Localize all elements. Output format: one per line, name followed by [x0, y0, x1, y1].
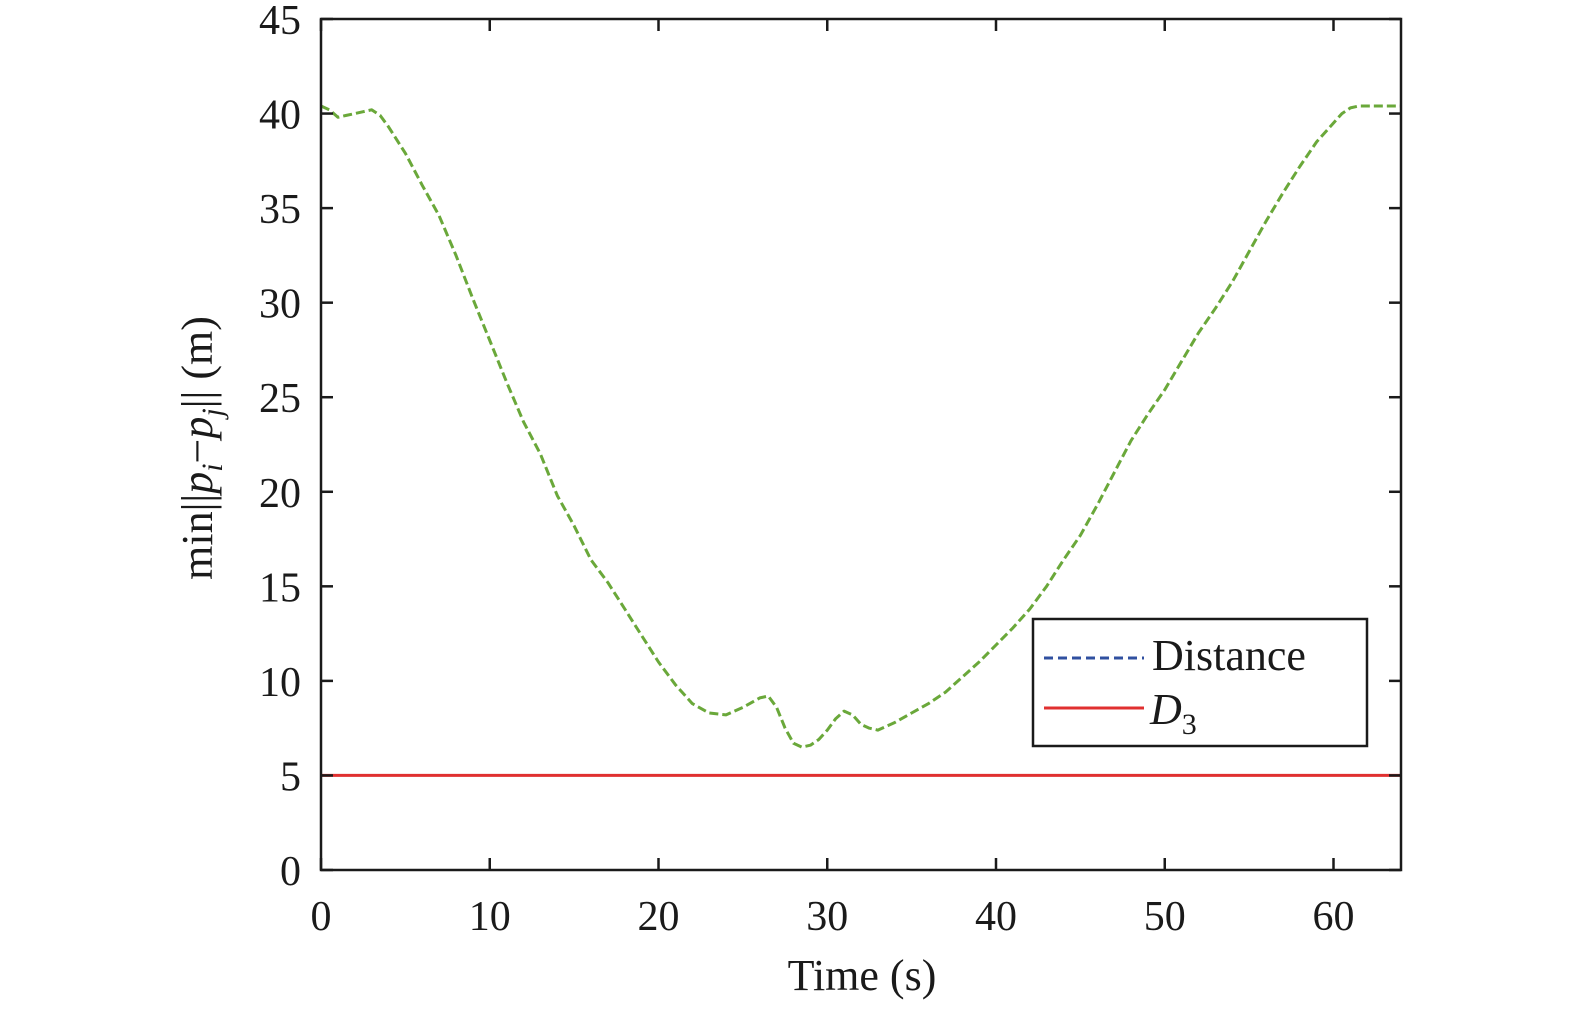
y-tick-label: 30	[259, 282, 301, 328]
y-axis-title: min||pi−pj|| (m)	[173, 316, 229, 580]
x-tick-label: 30	[806, 894, 848, 940]
tick-labels: 0 10 20 30 40 50 60 0 5 10 15 20 25 30 35 40 45	[259, 0, 1355, 940]
y-title-sub-j: j	[196, 408, 229, 420]
legend-box	[1031, 617, 1369, 748]
x-tick-label: 20	[638, 894, 680, 940]
y-tick-label: 0	[280, 849, 301, 895]
y-title-p2: p	[173, 417, 222, 442]
axes	[319, 17, 1403, 872]
x-tick-label: 10	[469, 894, 511, 940]
y-title-minus: −	[173, 439, 222, 464]
legend-label-d3: D3	[1149, 685, 1197, 741]
plot-marks	[320, 104, 1401, 777]
y-tick-label: 45	[259, 0, 301, 44]
plot-frame	[319, 17, 1403, 872]
y-tick-label: 25	[259, 376, 301, 422]
y-tick-label: 10	[259, 660, 301, 706]
x-tick-label: 60	[1313, 894, 1355, 940]
y-tick-label: 15	[259, 565, 301, 611]
x-tick-label: 50	[1144, 894, 1186, 940]
x-axis-title: Time (s)	[788, 951, 937, 1000]
y-tick-label: 40	[259, 93, 301, 139]
y-title-p1: p	[173, 472, 222, 497]
y-title-prefix: min||	[173, 494, 222, 580]
y-tick-label: 5	[280, 754, 301, 800]
legend: Distance D3	[1031, 617, 1369, 748]
legend-d3-letter: D	[1149, 685, 1182, 734]
y-tick-label: 35	[259, 187, 301, 233]
y-tick-label: 20	[259, 471, 301, 517]
x-tick-label: 0	[311, 894, 332, 940]
legend-label-distance: Distance	[1152, 631, 1306, 680]
legend-d3-subscript: 3	[1182, 708, 1197, 741]
series-line-distance	[320, 104, 1401, 749]
x-tick-label: 40	[975, 894, 1017, 940]
y-title-sub-i: i	[196, 463, 229, 471]
y-title-suffix: || (m)	[173, 316, 222, 408]
